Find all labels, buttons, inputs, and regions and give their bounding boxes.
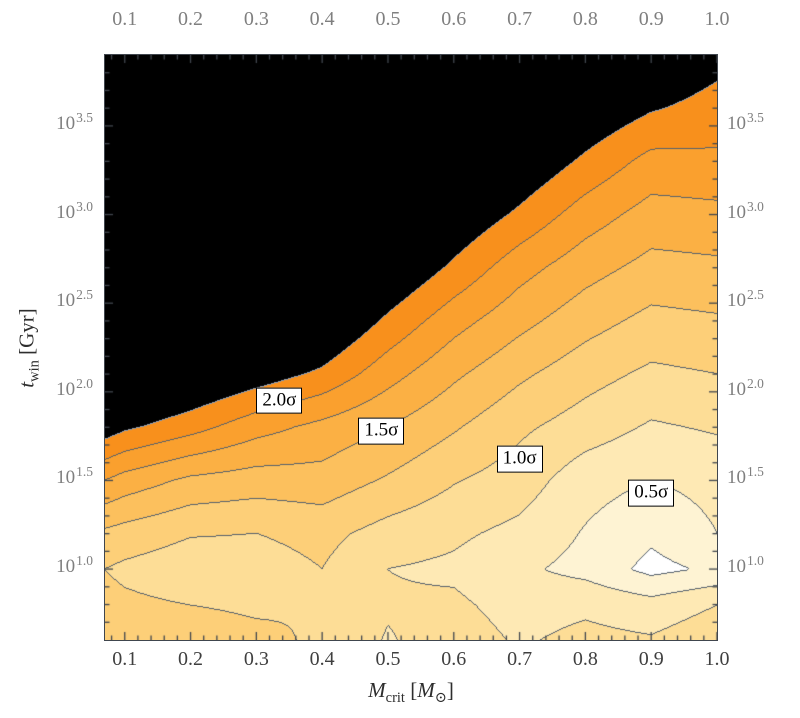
x-axis-top-tick-label: 0.8 [572,8,598,30]
x-axis-title: Mcrit [M⊙] [368,678,454,706]
y-axis-right-tick-label: 102.0 [727,375,764,400]
x-axis-bottom-tick-label: 0.2 [178,648,204,670]
y-axis-left-tick-label: 103.5 [56,109,93,134]
x-axis-top-tick-label: 0.9 [638,8,664,30]
x-axis-top-tick-label: 1.0 [704,8,730,30]
y-axis-right-tick-label: 103.5 [727,109,764,134]
y-axis-right-tick-label: 101.0 [727,553,764,578]
y-axis-left-tick-label: 102.5 [56,287,93,312]
x-axis-bottom-tick-label: 0.3 [243,648,269,670]
x-axis-bottom-tick-label: 0.9 [638,648,664,670]
x-axis-top-tick-label: 0.2 [178,8,204,30]
y-axis-right-tick-label: 102.5 [727,287,764,312]
contour-level-label: 1.0σ [496,445,543,473]
x-axis-bottom-tick-label: 0.8 [572,648,598,670]
x-axis-top-tick-label: 0.4 [309,8,335,30]
x-axis-top-tick-label: 0.1 [112,8,138,30]
x-axis-bottom-tick-label: 0.1 [112,648,138,670]
y-axis-left-tick-label: 103.0 [56,198,93,223]
contour-level-label: 0.5σ [628,479,675,507]
contour-plot-canvas [105,55,717,640]
x-axis-bottom-tick-label: 0.7 [507,648,533,670]
x-axis-bottom-tick-label: 0.5 [375,648,401,670]
contour-level-label: 1.5σ [358,417,405,445]
y-axis-title: twin [Gyr] [14,307,43,388]
plot-area [105,55,717,640]
x-axis-top-tick-label: 0.3 [243,8,269,30]
x-axis-bottom-tick-label: 0.6 [441,648,467,670]
y-axis-right-tick-label: 101.5 [727,464,764,489]
y-axis-left-tick-label: 101.0 [56,553,93,578]
x-axis-top-tick-label: 0.6 [441,8,467,30]
y-axis-right-tick-label: 103.0 [727,198,764,223]
y-axis-left-tick-label: 102.0 [56,375,93,400]
x-axis-bottom-tick-label: 0.4 [309,648,335,670]
contour-level-label: 2.0σ [256,387,303,415]
x-axis-bottom-tick-label: 1.0 [704,648,730,670]
y-axis-left-tick-label: 101.5 [56,464,93,489]
x-axis-top-tick-label: 0.7 [507,8,533,30]
x-axis-top-tick-label: 0.5 [375,8,401,30]
